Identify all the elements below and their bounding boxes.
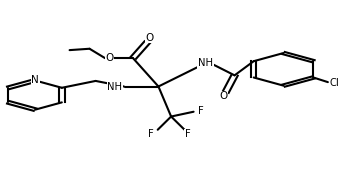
Text: O: O: [219, 91, 228, 101]
Text: N: N: [31, 75, 39, 85]
Text: F: F: [198, 106, 204, 116]
Text: NH: NH: [107, 81, 122, 92]
Text: NH: NH: [198, 58, 213, 68]
Text: F: F: [148, 129, 154, 139]
Text: Cl: Cl: [329, 79, 339, 89]
Text: F: F: [185, 129, 190, 139]
Text: O: O: [105, 53, 114, 63]
Text: O: O: [145, 33, 154, 43]
